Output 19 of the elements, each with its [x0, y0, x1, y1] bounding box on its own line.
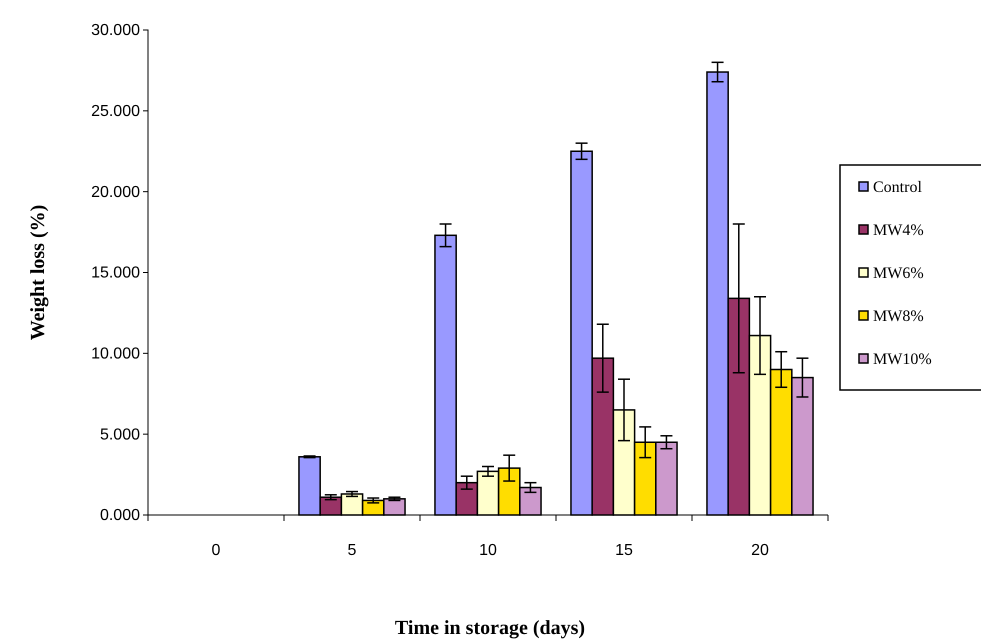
y-tick-label: 10.000 — [91, 345, 140, 362]
y-tick-label: 25.000 — [91, 102, 140, 120]
legend-label: MW8% — [873, 308, 924, 325]
y-axis-title: Weight loss (%) — [27, 204, 49, 340]
legend-label: MW4% — [873, 222, 924, 239]
y-tick-label: 15.000 — [91, 264, 140, 282]
x-tick-label: 10 — [479, 542, 497, 559]
legend-label: MW6% — [873, 265, 924, 282]
legend-label: Control — [873, 179, 922, 196]
x-tick-label: 0 — [212, 542, 221, 559]
x-tick-label: 20 — [751, 542, 769, 559]
y-tick-label: 30.000 — [91, 22, 140, 40]
y-tick-label: 0.000 — [100, 507, 140, 524]
y-tick-label: 20.000 — [91, 184, 140, 201]
x-tick-label: 5 — [348, 542, 357, 559]
x-axis-title: Time in storage (days) — [394, 617, 586, 639]
x-tick-label: 15 — [615, 542, 633, 559]
legend-label: MW10% — [873, 351, 932, 368]
y-tick-label: 5.000 — [100, 426, 140, 444]
